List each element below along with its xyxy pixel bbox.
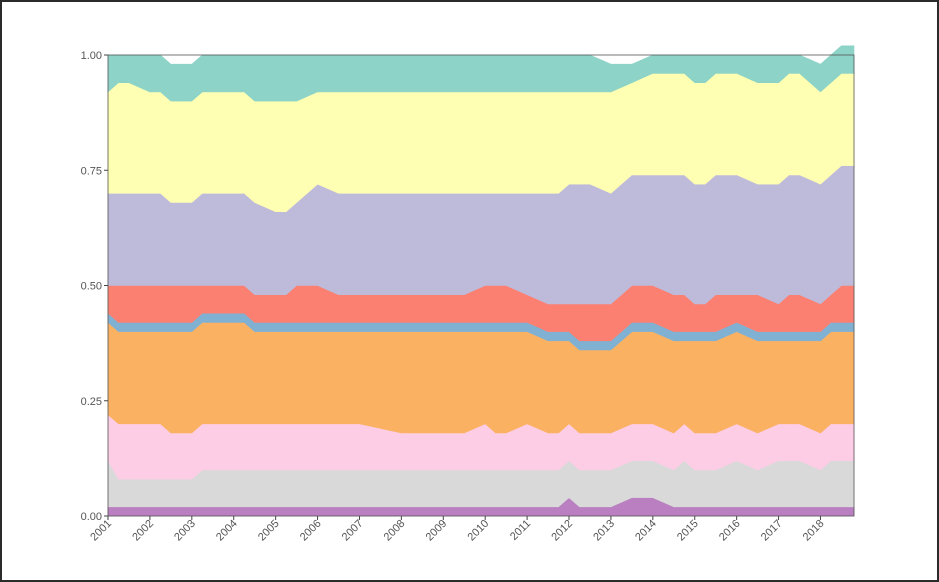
x-tick-label: 2003 xyxy=(172,518,198,544)
x-tick-label: 2011 xyxy=(508,518,533,543)
x-tick-label: 2009 xyxy=(424,518,450,544)
x-tick-label: 2017 xyxy=(759,518,785,544)
x-tick-label: 2015 xyxy=(675,518,701,544)
x-tick-label: 2007 xyxy=(340,518,366,544)
area-layers xyxy=(107,45,855,517)
x-tick-label: 2005 xyxy=(256,518,282,544)
x-tick-label: 2010 xyxy=(466,518,492,544)
x-tick-label: 2016 xyxy=(717,518,743,544)
x-tick-label: 2004 xyxy=(214,518,240,544)
x-tick-label: 2013 xyxy=(591,518,617,544)
y-tick-label: 0.50 xyxy=(81,281,102,293)
x-tick-label: 2018 xyxy=(801,518,827,544)
y-tick-label: 0.00 xyxy=(81,511,102,523)
area-layer-4 xyxy=(107,321,855,434)
x-tick-label: 2008 xyxy=(382,518,408,544)
x-tick-label: 2002 xyxy=(130,518,156,544)
x-tick-label: 2006 xyxy=(298,518,324,544)
y-tick-label: 0.25 xyxy=(81,396,102,408)
x-tick-label: 2014 xyxy=(633,518,659,544)
x-tick-label: 2012 xyxy=(549,518,575,544)
y-tick-label: 0.75 xyxy=(81,165,102,177)
y-tick-label: 1.00 xyxy=(81,50,102,62)
